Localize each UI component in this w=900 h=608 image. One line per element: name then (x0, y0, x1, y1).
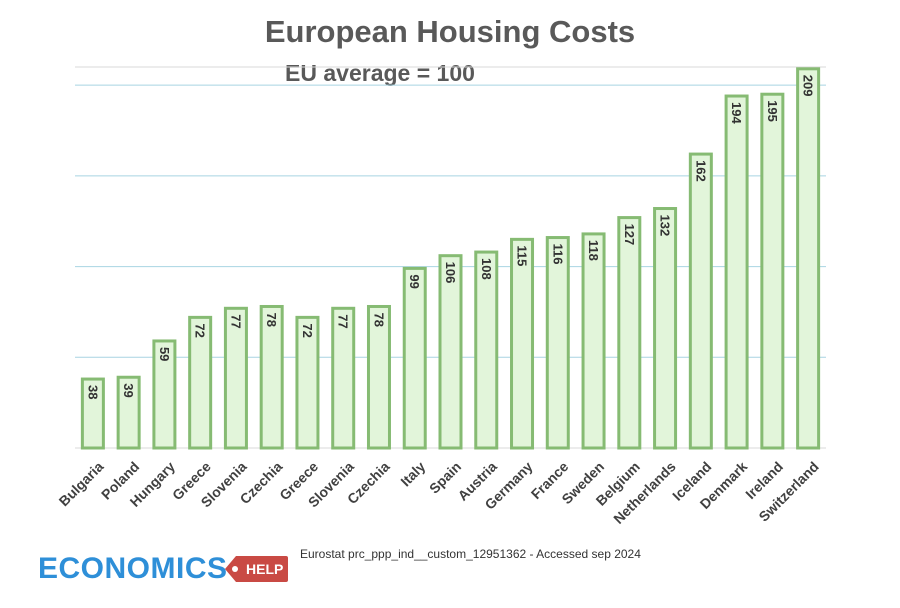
bar-value-label: 78 (371, 312, 386, 326)
bar (116, 375, 141, 450)
bar-value-label: 77 (228, 314, 243, 328)
bar (581, 232, 606, 450)
bar-value-label: 77 (336, 314, 351, 328)
chart-subtitle: EU average = 100 (285, 60, 475, 86)
logo-text: ECONOMICS (38, 552, 228, 585)
bar-value-label: 209 (801, 75, 816, 97)
bar (474, 250, 499, 450)
bar (724, 94, 749, 450)
bar-value-label: 195 (765, 100, 780, 122)
bar (152, 339, 177, 450)
bar (760, 92, 785, 450)
economics-help-logo: ECONOMICS HELP (38, 552, 298, 590)
bar (796, 67, 821, 450)
category-label: Italy (397, 458, 428, 489)
bar-value-label: 59 (157, 347, 172, 361)
bar-value-label: 194 (729, 102, 744, 124)
chart-title: European Housing Costs (264, 14, 636, 49)
bar (438, 254, 463, 450)
bar (402, 266, 427, 450)
bar (366, 304, 391, 450)
bar-value-label: 116 (550, 244, 565, 265)
bar-value-label: 38 (85, 385, 100, 399)
bar-value-label: 39 (121, 383, 136, 397)
bar-value-label: 162 (693, 160, 708, 182)
bar-value-label: 118 (586, 240, 601, 261)
bar (295, 315, 320, 450)
category-label: Bulgaria (56, 458, 107, 509)
bar (653, 207, 678, 450)
bar-value-label: 132 (658, 215, 673, 237)
bar (617, 216, 642, 450)
bar (545, 236, 570, 450)
bar (331, 306, 356, 450)
bar (510, 237, 535, 450)
bar (259, 304, 284, 450)
bar (223, 306, 248, 450)
bar-value-label: 106 (443, 262, 458, 284)
bar (188, 315, 213, 450)
bar-value-label: 72 (193, 323, 208, 337)
bar-value-label: 78 (264, 312, 279, 326)
logo-tag-text: HELP (246, 561, 284, 577)
bar-value-label: 72 (300, 323, 315, 337)
bar (688, 152, 713, 450)
bar-value-label: 108 (479, 258, 494, 280)
bar (80, 377, 105, 450)
source-note: Eurostat prc_ppp_ind__custom_12951362 - … (300, 547, 641, 561)
bar-value-label: 115 (515, 245, 530, 266)
bar-value-label: 99 (407, 274, 422, 288)
bar-value-label: 127 (622, 224, 637, 246)
logo-tag-icon (225, 556, 288, 582)
